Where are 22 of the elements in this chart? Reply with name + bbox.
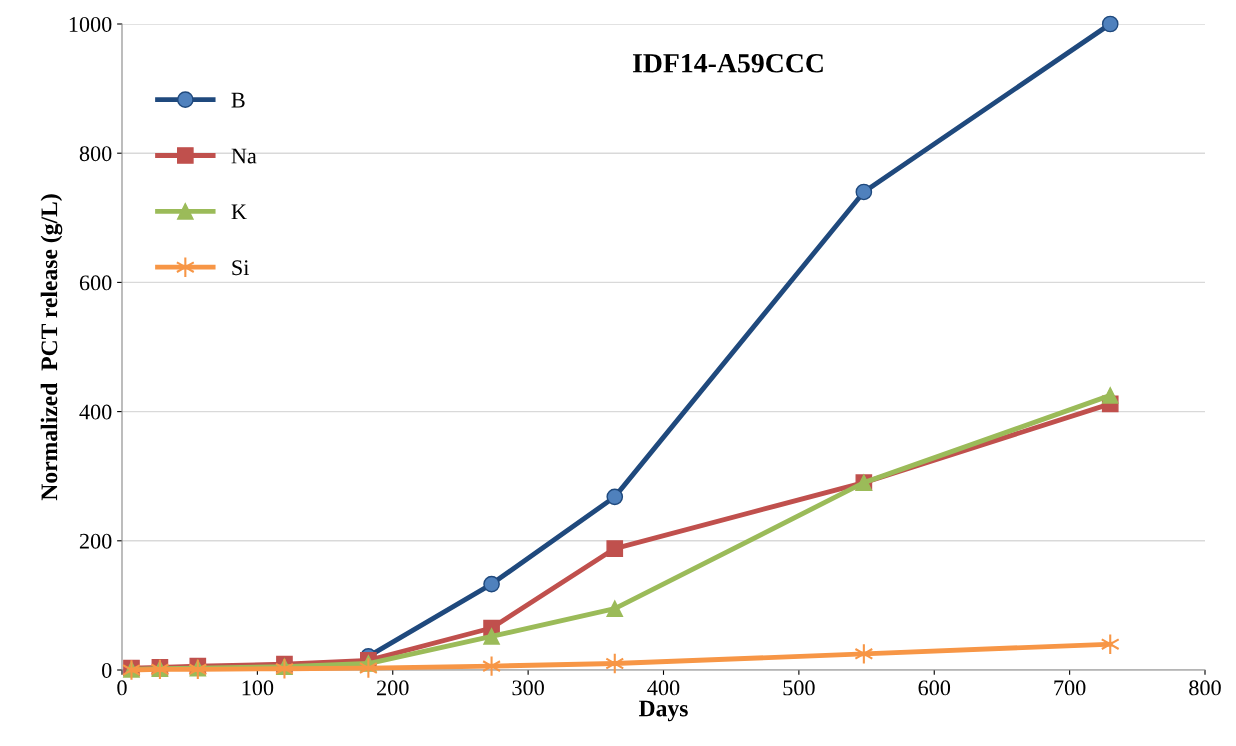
x-tick-label: 400	[647, 680, 680, 696]
x-tick-label: 200	[377, 680, 409, 696]
x-tick-label: 800	[1189, 680, 1221, 696]
x-tick-label: 300	[512, 680, 544, 696]
y-tick-label: 600	[79, 275, 112, 291]
y-tick-label: 1000	[69, 16, 112, 32]
x-tick-label: 500	[783, 680, 815, 696]
legend-label: Na	[231, 148, 257, 164]
legend-label: Si	[232, 260, 249, 276]
y-tick-label: 400	[79, 404, 112, 420]
y-tick-label: 200	[79, 533, 112, 549]
x-tick-label: 100	[242, 680, 274, 696]
y-tick-label: 800	[79, 146, 112, 162]
x-axis-title: Days	[638, 700, 688, 722]
x-tick-label: 600	[918, 680, 951, 696]
legend-label: K	[231, 204, 247, 220]
y-tick-label: 0	[102, 662, 112, 678]
text: IDF14-A59CCC	[632, 53, 823, 73]
legend-label: B	[231, 92, 245, 108]
x-tick-label: 0	[117, 680, 127, 696]
x-tick-label: 700	[1054, 680, 1086, 696]
y-axis-title: Normalized PCT release (g/L)	[40, 194, 63, 501]
